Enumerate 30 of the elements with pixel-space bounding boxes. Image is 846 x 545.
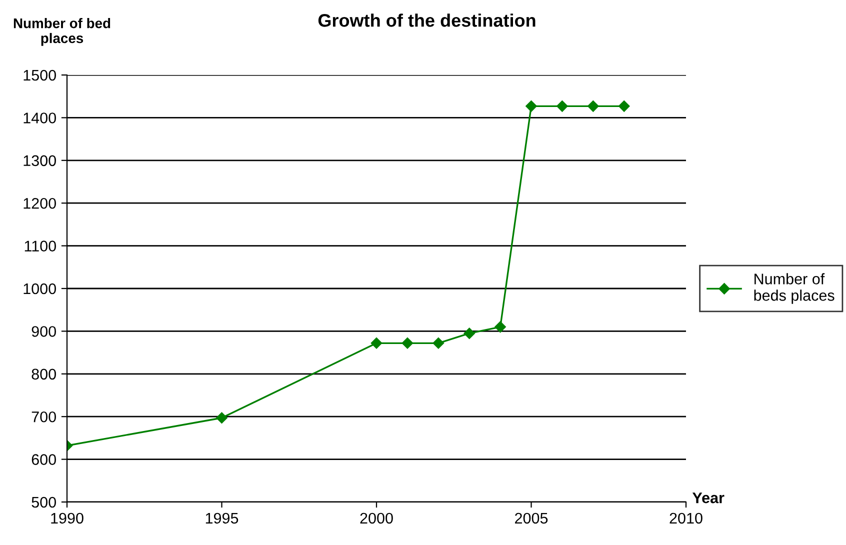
x-axis-title: Year (692, 492, 724, 504)
point (464, 328, 475, 339)
x-tick-label: 1990 (51, 512, 84, 524)
y-tick-label: 500 (32, 496, 56, 508)
y-tick-label: 1200 (24, 198, 56, 209)
point (526, 100, 537, 112)
y-tick-label: 1300 (24, 155, 56, 166)
point (556, 100, 568, 112)
y-tick-label: 1000 (24, 283, 56, 294)
y-tick-label: 700 (32, 411, 56, 422)
y-tick-label: 1100 (24, 240, 56, 252)
point (370, 338, 382, 349)
x-tick-label: 2000 (360, 512, 393, 524)
x-tick-label: 2005 (515, 512, 548, 524)
y-tick-label: 900 (32, 326, 56, 337)
y-tick-label: 800 (32, 368, 56, 380)
point (588, 100, 599, 112)
y-tick-label: 600 (32, 454, 56, 465)
point (402, 338, 414, 349)
point (494, 321, 506, 333)
y-tick-label: 1400 (24, 112, 56, 124)
legend-label: Number of beds places (754, 273, 834, 304)
y-axis-title: Number of bed places (14, 18, 110, 46)
point (216, 412, 228, 424)
x-tick-label: 1995 (206, 512, 238, 524)
point (618, 100, 630, 112)
chart-title: Growth of the destination (318, 14, 536, 27)
y-tick-label: 1500 (24, 70, 56, 81)
x-tick-label: 2010 (670, 512, 702, 524)
point (432, 338, 444, 349)
